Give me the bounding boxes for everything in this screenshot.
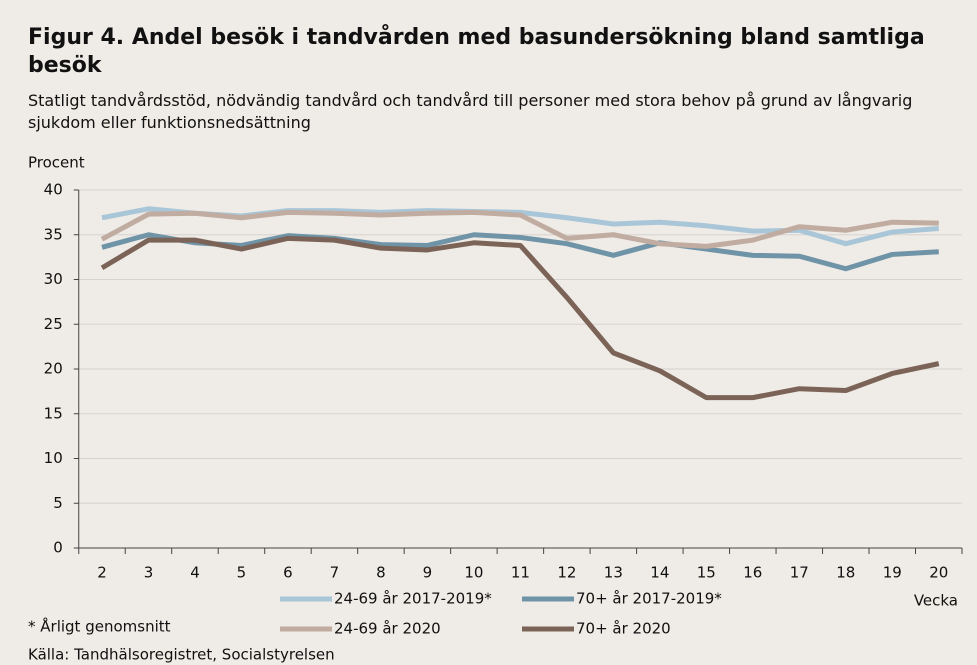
x-tick-label: 17	[790, 564, 809, 582]
x-tick-label: 18	[836, 564, 855, 582]
x-tick-label: 15	[697, 564, 716, 582]
legend-label: 70+ år 2020	[576, 620, 671, 638]
x-tick-label: 10	[464, 564, 483, 582]
legend-label: 70+ år 2017-2019*	[576, 590, 722, 608]
legend-label: 24-69 år 2017-2019*	[334, 590, 492, 608]
x-tick-label: 19	[883, 564, 902, 582]
source: Källa: Tandhälsoregistret, Socialstyrels…	[28, 646, 335, 664]
x-tick-label: 9	[423, 564, 433, 582]
x-tick-label: 13	[604, 564, 623, 582]
y-tick-label: 20	[44, 360, 63, 378]
footnote: * Årligt genomsnitt	[28, 617, 171, 636]
y-tick-label: 5	[53, 494, 63, 512]
y-tick-label: 0	[53, 539, 63, 557]
y-tick-label: 35	[44, 225, 63, 243]
x-tick-label: 14	[650, 564, 669, 582]
y-tick-label: 25	[44, 315, 63, 333]
y-tick-label: 40	[44, 181, 63, 199]
series-line	[100, 209, 939, 249]
x-tick-label: 3	[144, 564, 154, 582]
x-tick-label: 8	[376, 564, 386, 582]
series-line	[100, 235, 940, 401]
y-tick-label: 15	[44, 404, 63, 422]
x-tick-label: 7	[330, 564, 340, 582]
x-tick-label: 5	[237, 564, 247, 582]
x-tick-label: 11	[511, 564, 530, 582]
chart-title: Figur 4. Andel besök i tandvården med ba…	[28, 25, 925, 78]
legend-label: 24-69 år 2020	[334, 620, 441, 638]
y-tick-label: 10	[44, 449, 63, 467]
x-tick-label: 6	[283, 564, 293, 582]
x-tick-label: 12	[557, 564, 576, 582]
y-axis-label: Procent	[28, 154, 85, 172]
x-axis-label: Vecka	[914, 592, 958, 610]
y-tick-label: 30	[44, 270, 63, 288]
x-tick-label: 16	[743, 564, 762, 582]
x-tick-label: 2	[97, 564, 107, 582]
x-tick-label: 4	[190, 564, 200, 582]
series-line	[101, 232, 939, 272]
chart-subtitle: Statligt tandvårdsstöd, nödvändig tandvå…	[28, 91, 913, 132]
x-tick-label: 20	[929, 564, 948, 582]
